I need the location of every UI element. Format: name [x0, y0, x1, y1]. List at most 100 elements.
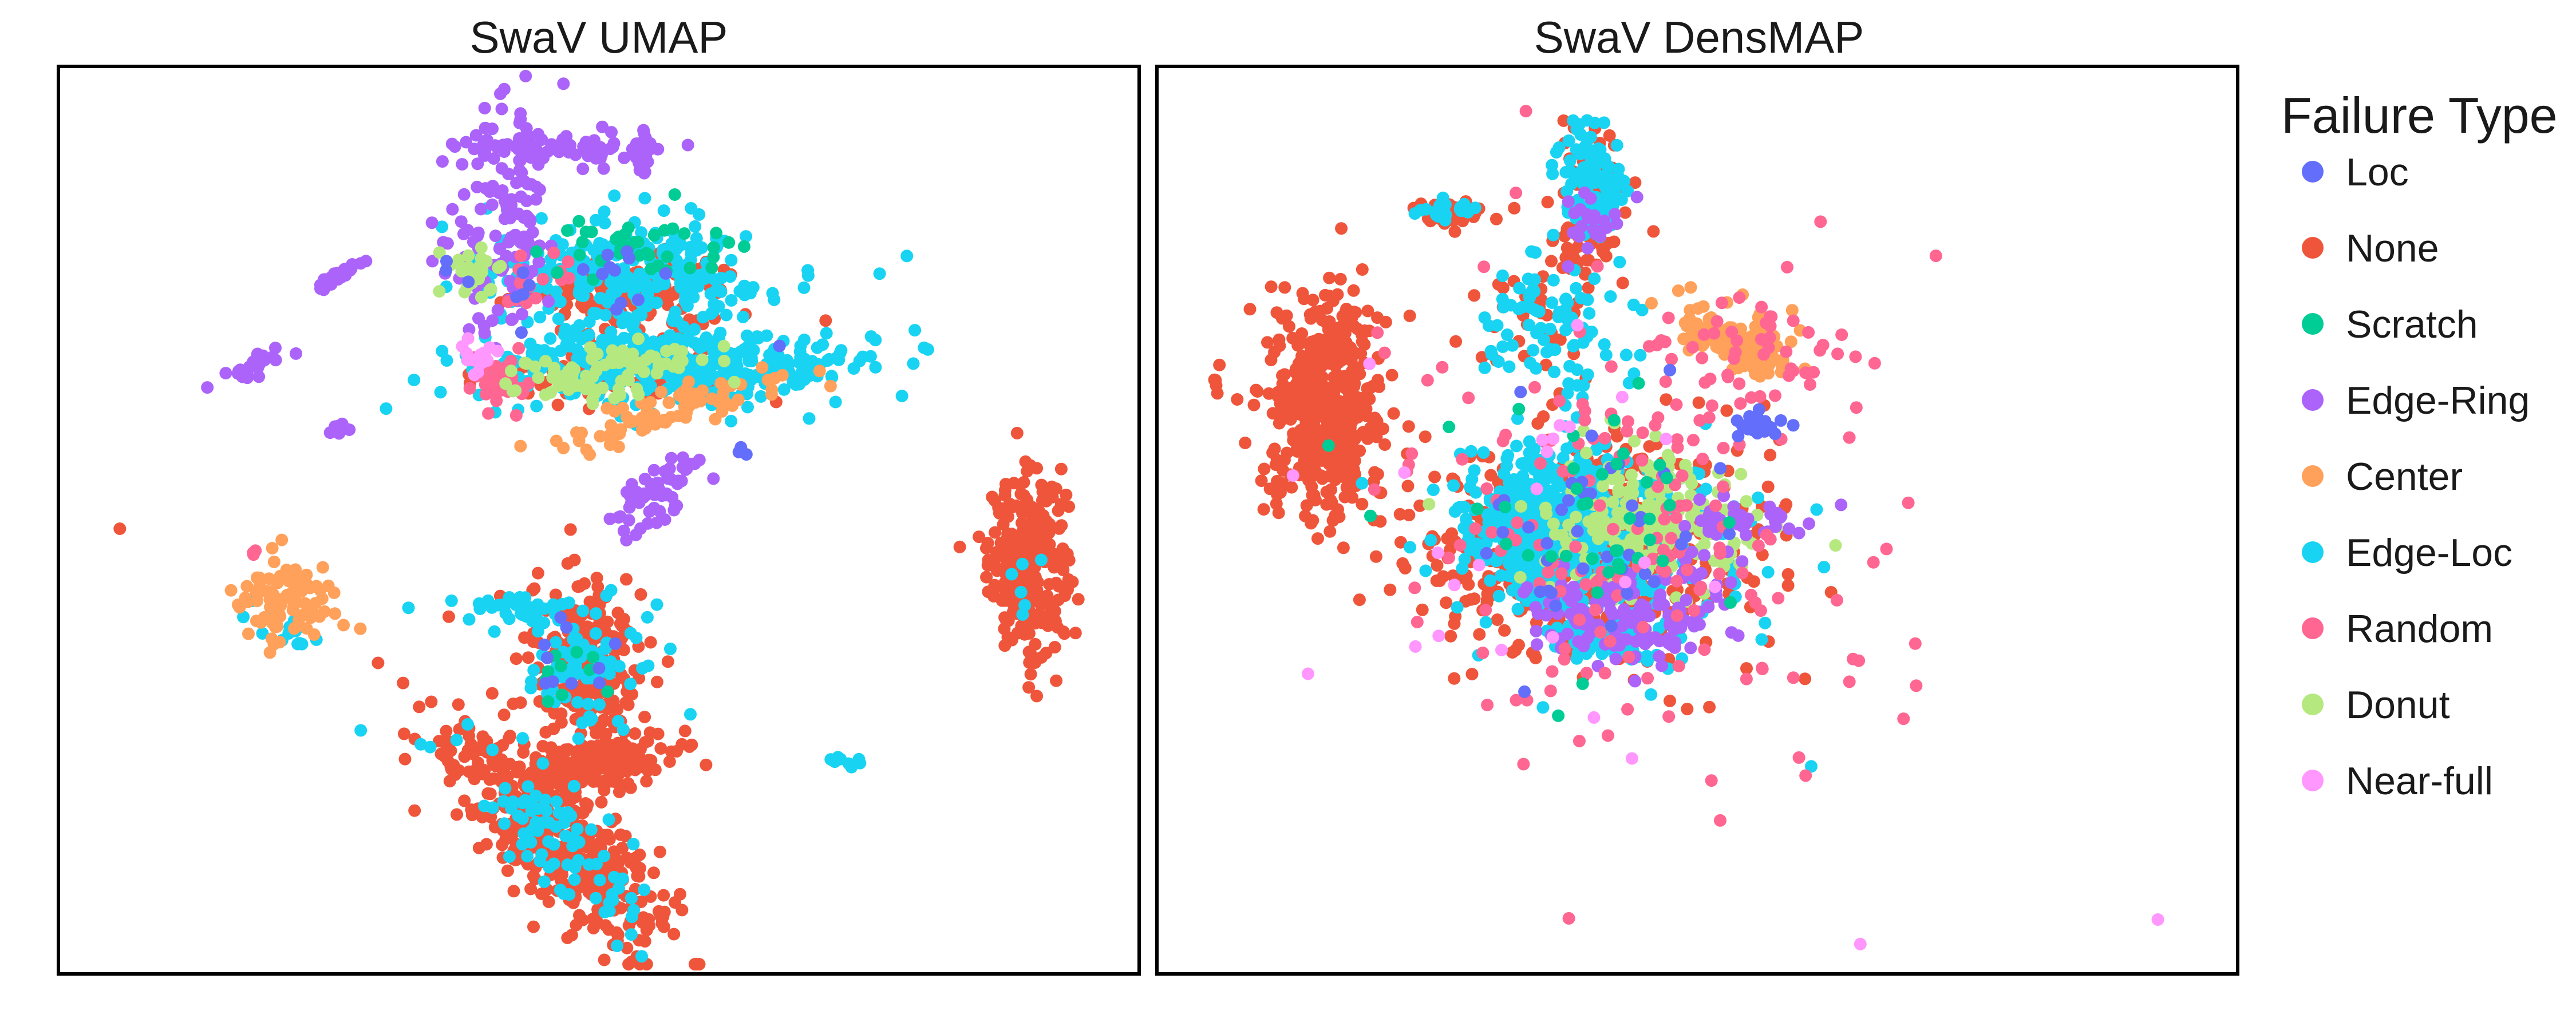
point-none	[528, 582, 541, 595]
point-none	[640, 775, 653, 788]
point-none	[485, 687, 499, 700]
point-edge-loc	[1581, 114, 1594, 127]
point-none	[1305, 517, 1318, 530]
point-edge-loc	[498, 817, 511, 830]
point-center	[316, 561, 329, 574]
point-none	[1022, 681, 1036, 694]
point-loc	[623, 252, 635, 265]
point-center	[824, 379, 837, 393]
point-edge-loc	[521, 780, 535, 793]
point-center	[266, 616, 279, 629]
point-edge-loc	[907, 357, 920, 370]
point-none	[509, 652, 523, 665]
point-none	[1050, 674, 1063, 687]
point-donut	[506, 385, 519, 398]
point-edge-ring	[614, 510, 627, 523]
point-none	[1528, 648, 1541, 661]
point-edge-loc	[1005, 568, 1018, 581]
point-none	[1401, 480, 1415, 493]
point-none	[1448, 672, 1461, 685]
point-center	[280, 564, 293, 576]
point-edge-loc	[539, 793, 552, 806]
point-donut	[675, 345, 689, 358]
point-edge-loc	[598, 850, 610, 862]
point-none	[640, 924, 653, 937]
point-edge-ring	[478, 101, 491, 114]
point-none	[1050, 576, 1062, 589]
point-none	[521, 651, 535, 664]
point-edge-ring	[502, 167, 515, 180]
point-none	[1448, 225, 1461, 238]
point-none	[1353, 367, 1366, 381]
point-none	[408, 804, 421, 817]
point-none	[621, 941, 634, 954]
point-edge-loc	[626, 321, 639, 334]
point-donut	[532, 371, 545, 384]
point-loc	[593, 676, 606, 690]
point-none	[580, 744, 593, 757]
point-edge-loc	[1516, 481, 1530, 494]
point-edge-loc	[816, 338, 829, 351]
point-edge-ring	[235, 364, 248, 377]
point-edge-loc	[1563, 154, 1577, 167]
point-none	[598, 783, 611, 797]
point-edge-loc	[536, 757, 550, 770]
point-none	[1761, 480, 1775, 493]
point-none	[610, 926, 623, 939]
point-center	[756, 361, 769, 374]
point-edge-ring	[269, 354, 282, 367]
point-none	[650, 675, 663, 688]
point-edge-loc	[638, 278, 651, 291]
point-none	[413, 700, 426, 714]
point-none	[551, 775, 564, 789]
point-donut	[462, 260, 475, 274]
point-edge-loc	[566, 839, 579, 853]
point-none	[1273, 417, 1286, 430]
point-loc	[732, 446, 745, 459]
point-none	[574, 764, 587, 777]
point-edge-loc	[685, 360, 698, 373]
point-none	[986, 490, 999, 504]
point-edge-loc	[1610, 138, 1623, 152]
point-edge-loc	[1451, 601, 1464, 614]
point-edge-loc	[1356, 477, 1369, 490]
point-edge-loc	[825, 370, 838, 383]
point-edge-ring	[425, 216, 438, 229]
point-none	[444, 744, 457, 758]
point-edge-ring	[269, 342, 282, 354]
point-donut	[492, 261, 505, 274]
point-edge-loc	[667, 310, 681, 323]
point-edge-loc	[463, 613, 476, 626]
point-loc	[659, 267, 672, 280]
point-none	[953, 540, 966, 553]
point-none	[1647, 225, 1660, 238]
point-none	[1029, 617, 1042, 630]
chart-title-densmap: SwaV DensMAP	[1534, 12, 1864, 62]
point-edge-loc	[568, 323, 582, 336]
point-none	[1034, 599, 1048, 611]
point-center	[262, 572, 275, 585]
point-none	[1313, 371, 1326, 385]
point-none	[472, 756, 485, 769]
point-edge-ring	[543, 144, 556, 157]
point-center	[613, 425, 626, 437]
point-none	[571, 580, 584, 593]
point-edge-loc	[1579, 458, 1593, 471]
point-none	[998, 484, 1012, 497]
point-edge-loc	[554, 344, 567, 358]
point-none	[458, 750, 471, 763]
point-center	[662, 396, 675, 409]
point-center	[337, 619, 350, 632]
point-none	[661, 655, 674, 668]
point-none	[1545, 255, 1558, 268]
point-none	[1263, 482, 1277, 496]
point-edge-loc	[611, 939, 624, 952]
point-edge-ring	[603, 512, 617, 525]
point-none	[465, 809, 479, 822]
point-edge-loc	[600, 589, 613, 602]
point-none	[635, 895, 647, 908]
point-none	[1036, 510, 1049, 524]
point-none	[638, 711, 651, 723]
point-edge-ring	[542, 295, 555, 308]
point-none	[657, 889, 670, 902]
